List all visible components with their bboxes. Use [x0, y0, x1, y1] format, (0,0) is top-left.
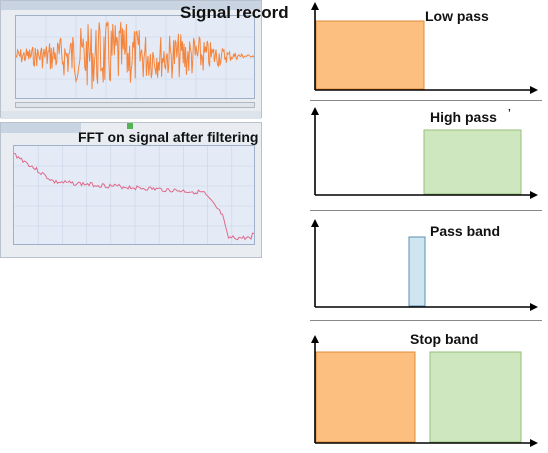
panel-separator [310, 100, 542, 101]
fft-plot [13, 145, 255, 245]
x-axis-arrow [530, 86, 538, 94]
fft-svg [14, 146, 254, 244]
high-pass-mark: ’ [508, 108, 511, 119]
high-pass-diagram [311, 107, 538, 199]
fft-window-marker-icon [127, 123, 133, 129]
x-axis-arrow [530, 303, 538, 311]
signal-window-titlebar [1, 1, 261, 10]
y-axis-arrow [311, 335, 319, 343]
signal-scrollbar[interactable] [15, 102, 255, 108]
panel-separator [310, 210, 542, 211]
low-pass-diagram [311, 2, 538, 94]
fft-label: FFT on signal after filtering [78, 129, 259, 145]
pass-band-panel: Pass band [305, 212, 543, 320]
y-axis-arrow [311, 2, 319, 10]
waveform-svg [16, 16, 254, 98]
signal-record-label: Signal record [180, 3, 289, 22]
x-axis-arrow [530, 191, 538, 199]
signal-waveform-plot [15, 15, 255, 99]
stop-band-low-band [315, 351, 416, 443]
pass-band-band [408, 236, 426, 307]
signal-record-window [0, 0, 262, 119]
low-pass-panel: Low pass [305, 0, 543, 100]
signal-statusbar [1, 111, 261, 119]
fft-window-titlebar [1, 123, 81, 133]
pass-band-diagram [311, 219, 538, 311]
fft-window [0, 122, 262, 258]
low-pass-title: Low pass [425, 8, 489, 24]
pass-band-title: Pass band [430, 223, 501, 239]
y-axis-arrow [311, 107, 319, 115]
fft-trace [14, 152, 254, 241]
stop-band-high-band [429, 351, 522, 443]
stop-band-panel: Stop band [305, 322, 543, 452]
low-pass-band [315, 20, 425, 90]
high-pass-band [423, 129, 522, 195]
high-pass-panel: High pass ’ [305, 102, 543, 210]
waveform-trace [16, 21, 254, 90]
x-axis-arrow [530, 439, 538, 447]
stop-band-diagram [311, 335, 538, 447]
high-pass-title: High pass [430, 109, 497, 125]
stop-band-title: Stop band [410, 331, 479, 347]
y-axis-arrow [311, 219, 319, 227]
fft-gridlines [14, 146, 254, 244]
panel-separator [310, 320, 542, 321]
